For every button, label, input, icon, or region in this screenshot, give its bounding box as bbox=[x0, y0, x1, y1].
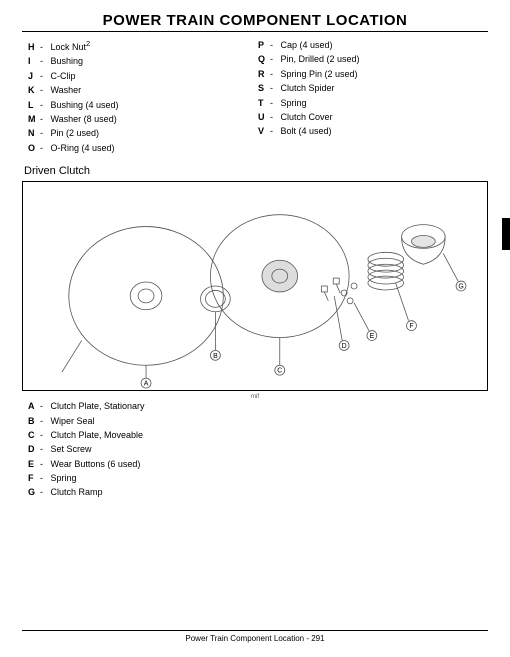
legend-item: O- O-Ring (4 used) bbox=[28, 141, 258, 155]
legend-item: I- Bushing bbox=[28, 54, 258, 68]
legend-item: C- Clutch Plate, Moveable bbox=[28, 428, 488, 442]
diagram-svg: A B C D E F G bbox=[23, 182, 487, 390]
side-tab bbox=[502, 218, 510, 250]
legend-item: F- Spring bbox=[28, 471, 488, 485]
page-footer: Power Train Component Location - 291 bbox=[22, 630, 488, 643]
bottom-legend: A- Clutch Plate, StationaryB- Wiper Seal… bbox=[28, 399, 488, 500]
legend-item: T- Spring bbox=[258, 96, 488, 110]
legend-item: N- Pin (2 used) bbox=[28, 126, 258, 140]
callout-C: C bbox=[277, 368, 282, 375]
top-legend: H- Lock Nut2I- BushingJ- C-ClipK- Washer… bbox=[28, 38, 488, 155]
top-legend-left: H- Lock Nut2I- BushingJ- C-ClipK- Washer… bbox=[28, 38, 258, 155]
top-legend-right: P- Cap (4 used)Q- Pin, Drilled (2 used)R… bbox=[258, 38, 488, 155]
section-label: Driven Clutch bbox=[24, 165, 488, 177]
legend-item: J- C-Clip bbox=[28, 69, 258, 83]
page: POWER TRAIN COMPONENT LOCATION H- Lock N… bbox=[0, 0, 510, 657]
callout-E: E bbox=[370, 333, 375, 340]
legend-item: B- Wiper Seal bbox=[28, 414, 488, 428]
exploded-diagram: A B C D E F G mif bbox=[22, 181, 488, 391]
legend-item: A- Clutch Plate, Stationary bbox=[28, 399, 488, 413]
legend-item: U- Clutch Cover bbox=[258, 110, 488, 124]
legend-item: V- Bolt (4 used) bbox=[258, 124, 488, 138]
legend-item: M- Washer (8 used) bbox=[28, 112, 258, 126]
legend-item: E- Wear Buttons (6 used) bbox=[28, 457, 488, 471]
legend-item: P- Cap (4 used) bbox=[258, 38, 488, 52]
page-title: POWER TRAIN COMPONENT LOCATION bbox=[22, 12, 488, 32]
legend-item: K- Washer bbox=[28, 83, 258, 97]
callout-B: B bbox=[213, 353, 218, 360]
legend-item: R- Spring Pin (2 used) bbox=[258, 67, 488, 81]
legend-item: Q- Pin, Drilled (2 used) bbox=[258, 52, 488, 66]
callout-G: G bbox=[458, 284, 463, 291]
figure-caption: mif bbox=[251, 394, 259, 400]
legend-item: L- Bushing (4 used) bbox=[28, 98, 258, 112]
legend-item: D- Set Screw bbox=[28, 442, 488, 456]
legend-item: G- Clutch Ramp bbox=[28, 485, 488, 499]
callout-F: F bbox=[409, 323, 413, 330]
legend-item: S- Clutch Spider bbox=[258, 81, 488, 95]
callout-D: D bbox=[342, 343, 347, 350]
legend-item: H- Lock Nut2 bbox=[28, 38, 258, 54]
callout-A: A bbox=[144, 381, 149, 388]
